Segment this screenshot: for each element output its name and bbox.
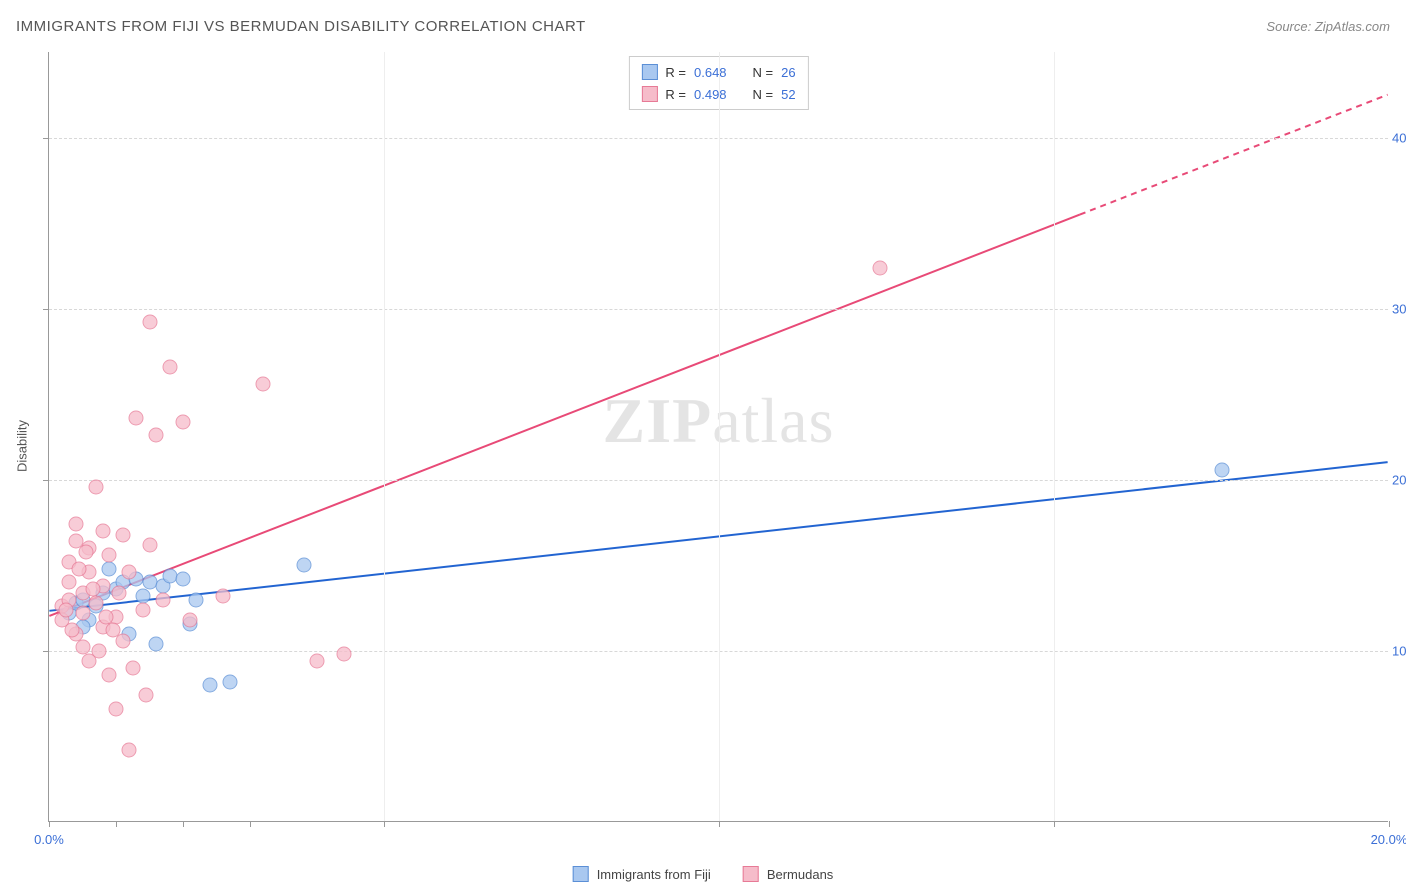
y-tick-label: 40.0% (1392, 130, 1406, 145)
gridline-v (719, 52, 720, 821)
n-value-bermudans: 52 (781, 87, 795, 102)
data-point (125, 661, 140, 676)
data-point (68, 517, 83, 532)
legend-item-fiji: Immigrants from Fiji (573, 866, 711, 882)
data-point (149, 428, 164, 443)
scatter-plot: ZIPatlas R = 0.648 N = 26 R = 0.498 N = … (48, 52, 1388, 822)
data-point (142, 537, 157, 552)
data-point (102, 561, 117, 576)
r-label: R = (665, 65, 686, 80)
data-point (310, 654, 325, 669)
data-point (149, 637, 164, 652)
swatch-bermudans (641, 86, 657, 102)
source-name: ZipAtlas.com (1315, 19, 1390, 34)
y-tick-label: 10.0% (1392, 643, 1406, 658)
data-point (58, 602, 73, 617)
data-point (109, 702, 124, 717)
data-point (78, 544, 93, 559)
n-value-fiji: 26 (781, 65, 795, 80)
swatch-fiji (573, 866, 589, 882)
n-label: N = (753, 65, 774, 80)
data-point (112, 585, 127, 600)
data-point (95, 524, 110, 539)
data-point (189, 592, 204, 607)
data-point (139, 688, 154, 703)
x-tick-label: 0.0% (34, 832, 64, 847)
n-label: N = (753, 87, 774, 102)
data-point (142, 315, 157, 330)
data-point (162, 359, 177, 374)
y-tick-label: 20.0% (1392, 472, 1406, 487)
legend-label-bermudans: Bermudans (767, 867, 833, 882)
swatch-bermudans (743, 866, 759, 882)
chart-title: IMMIGRANTS FROM FIJI VS BERMUDAN DISABIL… (16, 18, 586, 35)
data-point (129, 411, 144, 426)
r-value-fiji: 0.648 (694, 65, 727, 80)
y-tick-label: 30.0% (1392, 301, 1406, 316)
data-point (135, 602, 150, 617)
title-bar: IMMIGRANTS FROM FIJI VS BERMUDAN DISABIL… (16, 18, 1390, 35)
data-point (102, 548, 117, 563)
watermark-rest: atlas (712, 385, 834, 456)
data-point (88, 595, 103, 610)
data-point (72, 561, 87, 576)
data-point (105, 623, 120, 638)
gridline-v (1054, 52, 1055, 821)
data-point (216, 589, 231, 604)
data-point (182, 613, 197, 628)
data-point (75, 606, 90, 621)
data-point (202, 678, 217, 693)
data-point (115, 527, 130, 542)
data-point (336, 647, 351, 662)
data-point (122, 743, 137, 758)
data-point (176, 414, 191, 429)
data-point (62, 575, 77, 590)
data-point (92, 643, 107, 658)
data-point (222, 674, 237, 689)
data-point (176, 572, 191, 587)
data-point (256, 376, 271, 391)
series-legend: Immigrants from Fiji Bermudans (573, 866, 834, 882)
swatch-fiji (641, 64, 657, 80)
data-point (102, 667, 117, 682)
data-point (65, 623, 80, 638)
data-point (296, 558, 311, 573)
r-label: R = (665, 87, 686, 102)
data-point (122, 565, 137, 580)
data-point (85, 582, 100, 597)
data-point (88, 479, 103, 494)
y-axis-title: Disability (15, 420, 30, 472)
gridline-v (384, 52, 385, 821)
legend-label-fiji: Immigrants from Fiji (597, 867, 711, 882)
watermark-bold: ZIP (603, 385, 713, 456)
legend-item-bermudans: Bermudans (743, 866, 833, 882)
source-attribution: Source: ZipAtlas.com (1266, 19, 1390, 34)
data-point (155, 592, 170, 607)
x-tick-label: 20.0% (1371, 832, 1406, 847)
data-point (872, 260, 887, 275)
r-value-bermudans: 0.498 (694, 87, 727, 102)
data-point (1214, 462, 1229, 477)
source-label: Source: (1266, 19, 1311, 34)
